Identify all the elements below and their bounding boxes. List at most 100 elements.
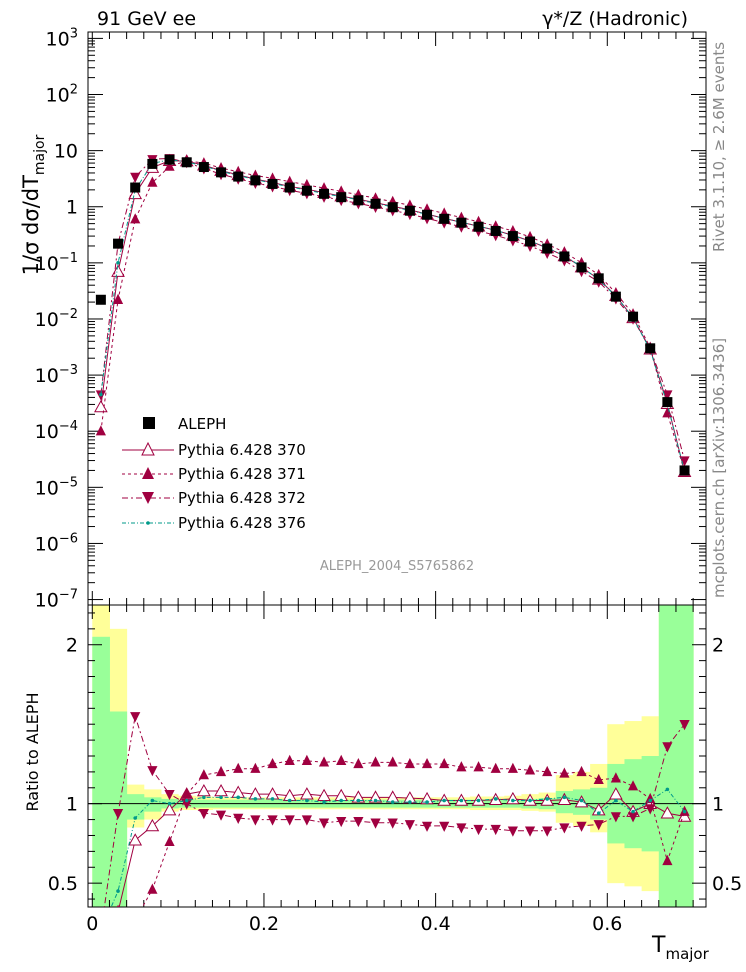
main-point-376 bbox=[116, 261, 120, 265]
main-ytick-label: 1 bbox=[66, 197, 78, 219]
ratio-ytick-label-right: 0.5 bbox=[712, 873, 742, 895]
main-point-370 bbox=[111, 264, 125, 277]
main-point-aleph bbox=[130, 182, 141, 193]
ratio-point-372 bbox=[507, 826, 518, 837]
main-point-aleph bbox=[181, 157, 192, 168]
ratio-point-376 bbox=[511, 798, 515, 803]
main-point-aleph bbox=[473, 221, 484, 232]
ratio-point-376 bbox=[133, 816, 138, 820]
ratio-ylabel: Ratio to ALEPH bbox=[23, 693, 42, 812]
main-point-372 bbox=[662, 390, 673, 401]
ratio-point-376 bbox=[270, 797, 275, 801]
ratio-point-376 bbox=[665, 787, 670, 792]
ratio-xtick-label: 0.4 bbox=[421, 913, 451, 935]
xlabel-sub: major bbox=[665, 945, 709, 963]
main-point-aleph bbox=[267, 178, 278, 189]
ratio-point-371 bbox=[524, 764, 536, 775]
main-point-aleph bbox=[147, 158, 158, 169]
ratio-point-376 bbox=[562, 795, 567, 800]
legend-entry-371: Pythia 6.428 371 bbox=[122, 465, 306, 483]
ratio-point-376 bbox=[682, 809, 687, 814]
ratio-point-371 bbox=[353, 757, 364, 769]
ratio-point-372 bbox=[404, 820, 415, 831]
band-green-bin bbox=[658, 605, 677, 907]
main-series bbox=[94, 153, 692, 477]
ratio-point-376 bbox=[648, 798, 653, 803]
ratio-point-371 bbox=[301, 754, 312, 765]
ratio-point-372 bbox=[387, 818, 398, 829]
legend-marker-376 bbox=[146, 521, 150, 525]
ratio-point-372 bbox=[284, 815, 295, 826]
main-point-371 bbox=[112, 293, 124, 304]
ratio-point-372 bbox=[542, 826, 553, 837]
analysis-watermark: ALEPH_2004_S5765862 bbox=[320, 559, 474, 574]
ratio-point-370 bbox=[197, 783, 211, 797]
ratio-point-376 bbox=[528, 798, 532, 803]
ratio-point-376 bbox=[99, 958, 103, 962]
ratio-point-376 bbox=[579, 798, 584, 803]
ratio-ytick-label: 1 bbox=[66, 794, 78, 816]
ratio-point-371 bbox=[456, 761, 467, 772]
ratio-point-372 bbox=[576, 821, 587, 832]
ratio-point-370 bbox=[660, 806, 675, 819]
main-ytick-label: 10 bbox=[54, 141, 78, 163]
main-point-aleph bbox=[576, 262, 587, 273]
legend-label-372: Pythia 6.428 372 bbox=[178, 489, 306, 507]
ratio-point-376 bbox=[408, 800, 412, 804]
ratio-point-372 bbox=[198, 809, 209, 820]
ratio-point-370 bbox=[95, 955, 107, 966]
ratio-point-371 bbox=[130, 914, 140, 924]
legend-entry-376: Pythia 6.428 376 bbox=[122, 514, 306, 532]
rivet-label: Rivet 3.1.10, ≥ 2.6M events bbox=[710, 42, 728, 252]
ratio-point-371 bbox=[267, 757, 278, 769]
main-point-aleph bbox=[628, 311, 639, 322]
main-line-371 bbox=[100, 160, 686, 472]
ratio-point-372 bbox=[96, 955, 106, 965]
legend-entry-aleph: ALEPH bbox=[143, 415, 226, 433]
ratio-point-376 bbox=[253, 797, 258, 801]
ratio-point-372 bbox=[233, 813, 244, 824]
ratio-point-371 bbox=[559, 767, 570, 778]
legend-marker-372 bbox=[142, 492, 154, 504]
ratio-point-376 bbox=[236, 795, 241, 800]
main-ytick-label: 10−4 bbox=[35, 419, 78, 443]
legend-entry-372: Pythia 6.428 372 bbox=[122, 489, 306, 507]
ratio-point-371 bbox=[576, 765, 587, 777]
main-point-aleph bbox=[662, 397, 673, 408]
ratio-point-372 bbox=[147, 766, 158, 777]
ratio-xtick-label: 0.2 bbox=[249, 913, 279, 935]
ratio-point-371 bbox=[439, 757, 450, 769]
ratio-point-376 bbox=[425, 800, 429, 804]
ratio-point-372 bbox=[318, 818, 330, 829]
main-point-aleph bbox=[250, 175, 261, 186]
svg-text:1/σ dσ/dTmajor: 1/σ dσ/dTmajor bbox=[19, 134, 48, 275]
ratio-point-376 bbox=[219, 795, 223, 800]
main-ytick-label: 10−6 bbox=[35, 531, 78, 555]
legend-marker-370 bbox=[141, 441, 155, 456]
main-point-aleph bbox=[319, 188, 330, 199]
ratio-point-376 bbox=[390, 800, 395, 804]
ratio-point-372 bbox=[490, 824, 501, 836]
ratio-uncertainty-bands bbox=[92, 605, 694, 907]
header-left: 91 GeV ee bbox=[97, 8, 196, 30]
ratio-point-372 bbox=[679, 720, 690, 731]
main-point-372 bbox=[130, 172, 141, 183]
ratio-point-372 bbox=[610, 812, 621, 823]
ratio-point-371 bbox=[421, 757, 433, 769]
main-point-376 bbox=[99, 392, 103, 397]
ratio-point-370 bbox=[128, 833, 143, 846]
main-point-aleph bbox=[490, 225, 501, 236]
main-ytick-label: 103 bbox=[46, 26, 78, 50]
main-series-aleph bbox=[95, 154, 690, 476]
ratio-point-371 bbox=[215, 765, 227, 777]
main-point-aleph bbox=[164, 154, 175, 165]
ratio-point-372 bbox=[627, 812, 639, 823]
ratio-point-370 bbox=[116, 904, 120, 907]
ratio-point-371 bbox=[181, 788, 192, 799]
ratio-ytick-label-right: 2 bbox=[712, 635, 724, 657]
main-point-aleph bbox=[370, 198, 381, 209]
ratio-point-376 bbox=[356, 798, 361, 803]
ratio-ytick-label: 0.5 bbox=[48, 873, 78, 895]
ratio-point-376 bbox=[614, 798, 618, 803]
ratio-point-372 bbox=[267, 815, 278, 826]
